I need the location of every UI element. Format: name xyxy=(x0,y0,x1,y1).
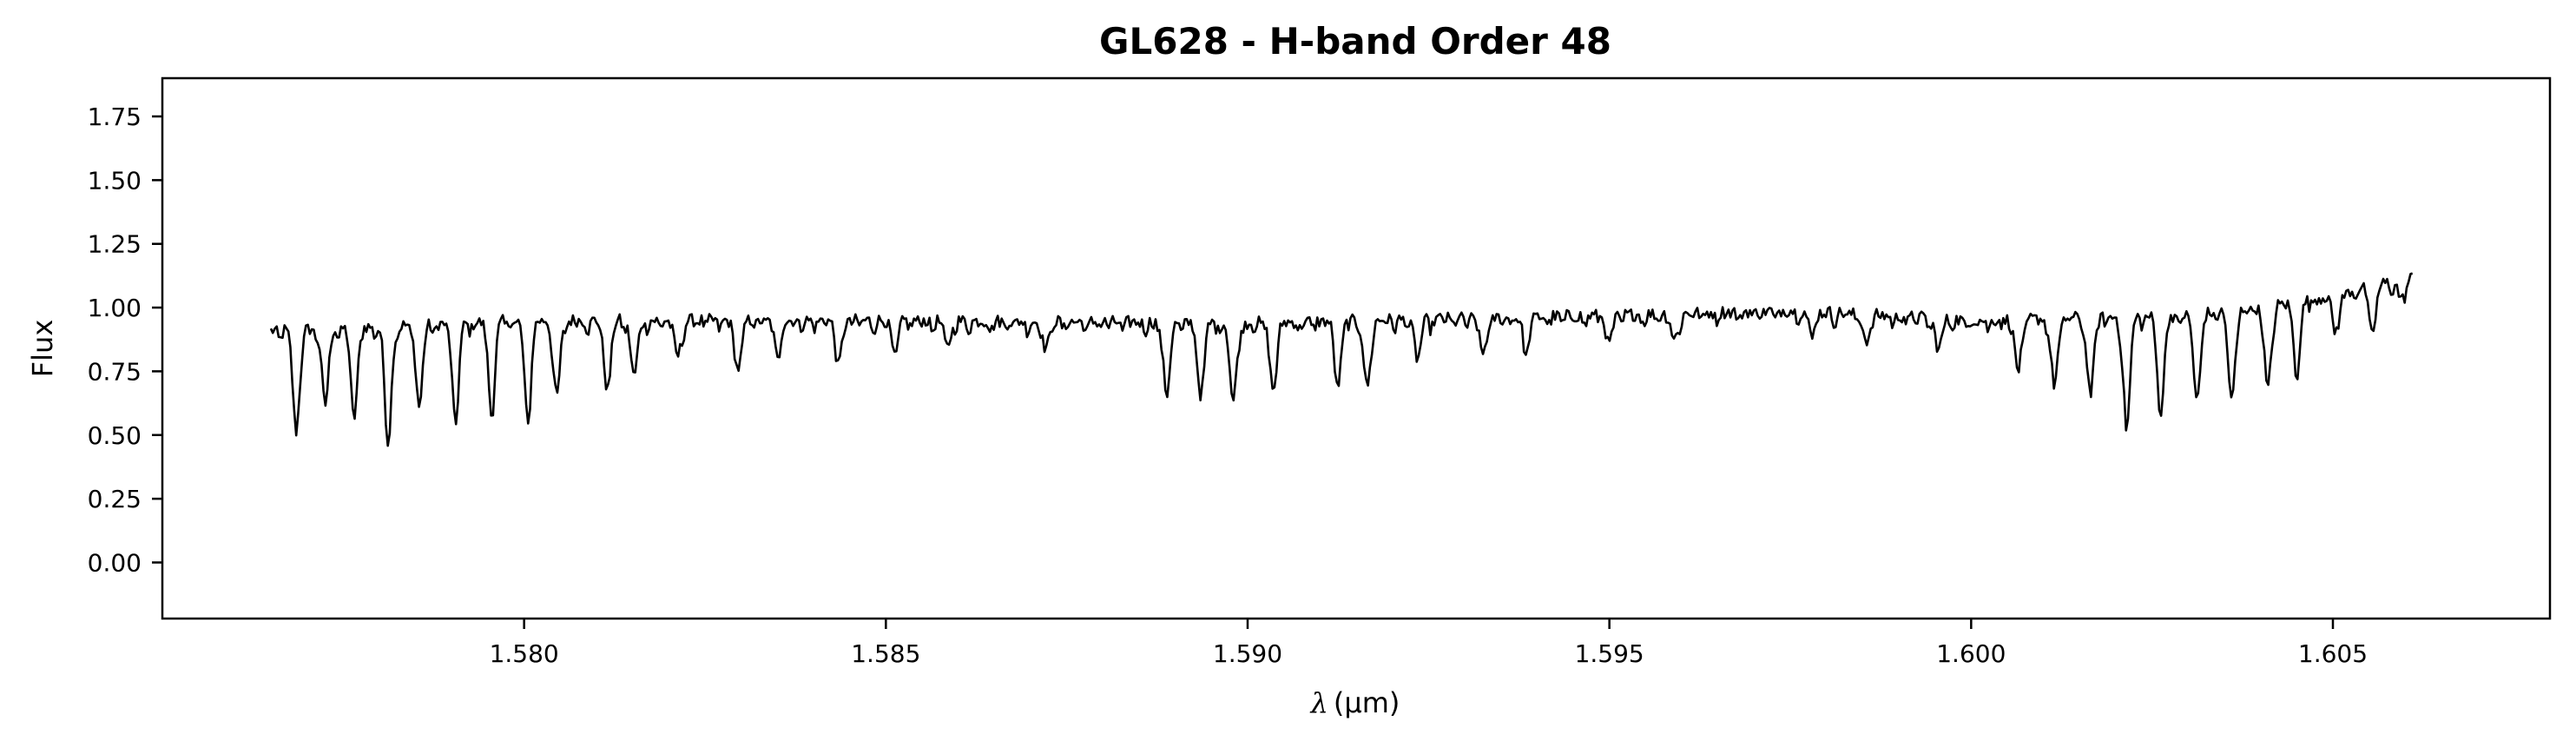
x-tick-label: 1.605 xyxy=(2298,639,2368,668)
x-axis-label-symbol: λ xyxy=(1309,686,1328,719)
y-tick-label: 0.75 xyxy=(88,357,142,386)
chart-title: GL628 - H-band Order 48 xyxy=(1099,20,1611,63)
y-tick-label: 0.00 xyxy=(88,548,142,577)
plot-area xyxy=(161,76,2552,620)
y-tick-label: 0.50 xyxy=(88,421,142,450)
x-axis-ticks: 1.580 1.585 1.590 1.595 1.600 1.605 xyxy=(490,619,2368,668)
y-tick-label: 1.00 xyxy=(88,294,142,322)
x-tick-label: 1.590 xyxy=(1213,639,1282,668)
y-tick-label: 1.25 xyxy=(88,230,142,259)
y-tick-label: 1.75 xyxy=(88,103,142,131)
x-axis-label-unit: (μm) xyxy=(1334,686,1400,719)
x-tick-label: 1.595 xyxy=(1575,639,1644,668)
y-tick-label: 1.50 xyxy=(88,166,142,195)
x-tick-label: 1.600 xyxy=(1936,639,2006,668)
x-axis-label: λ (μm) xyxy=(1309,686,1400,719)
plot-frame xyxy=(161,76,2552,620)
x-tick-label: 1.585 xyxy=(851,639,920,668)
series-line-flux xyxy=(269,272,2414,447)
x-tick-label: 1.580 xyxy=(490,639,559,668)
y-axis-label: Flux xyxy=(26,320,59,378)
y-tick-label: 0.25 xyxy=(88,485,142,513)
y-axis-ticks: 0.00 0.25 0.50 0.75 1.00 1.25 1.50 1.75 xyxy=(88,103,162,577)
